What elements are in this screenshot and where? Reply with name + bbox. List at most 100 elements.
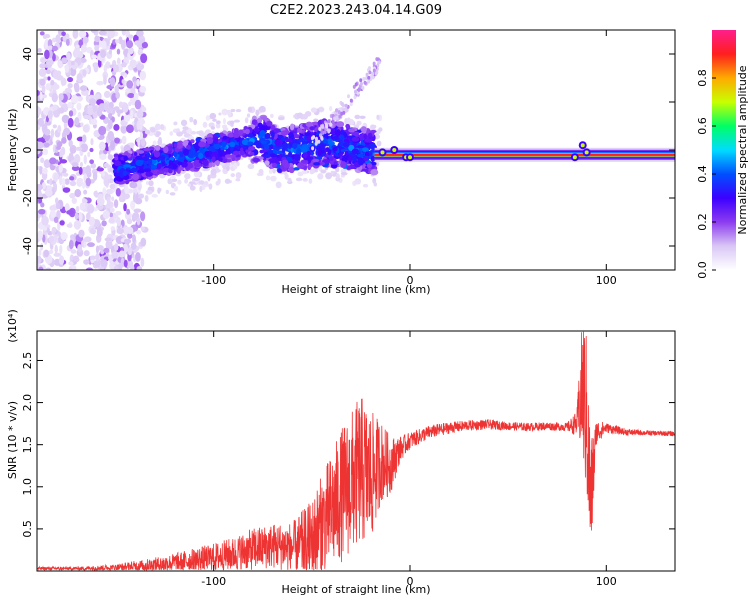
spectrogram-blob	[235, 172, 242, 179]
spectrogram-blob	[120, 124, 128, 134]
spectrogram-blob	[116, 227, 125, 235]
spectrogram-blob	[133, 208, 142, 213]
spectrogram-blob	[207, 162, 213, 168]
spectrogram-blob	[311, 146, 315, 151]
spectrogram-blob	[375, 134, 381, 139]
spectrogram-blob	[90, 227, 95, 234]
spectrogram-blob	[56, 141, 63, 148]
spectrogram-blob	[198, 130, 204, 136]
y-tick-label: -20	[21, 189, 34, 207]
snr-x-ticks: -100 0 100	[201, 331, 617, 588]
spectrogram-blob	[126, 80, 134, 89]
spectrogram-blob	[83, 154, 87, 165]
spectrogram-blob	[60, 232, 68, 241]
spectrogram-blob	[370, 169, 379, 176]
spectrogram-blob	[218, 112, 222, 116]
spectrogram-blob	[71, 60, 75, 66]
spectrogram-blob	[199, 185, 203, 193]
spectrogram-blob	[93, 62, 99, 73]
spectrogram-blob	[49, 205, 57, 212]
spectrogram-blob	[297, 144, 301, 149]
spectrogram-blob	[140, 226, 145, 231]
spectrogram-blob	[337, 110, 341, 115]
spectrogram-blob	[270, 131, 275, 139]
spectrogram-blob	[123, 259, 128, 268]
spectrogram-blob	[259, 130, 266, 137]
spectrogram-blob	[59, 159, 68, 164]
spectrogram-blob	[356, 144, 365, 149]
spectrogram-blob	[186, 163, 194, 169]
spectrogram-blob	[308, 178, 313, 184]
spectrogram-blob	[226, 165, 230, 172]
spectrogram-blob	[313, 162, 321, 166]
spectrogram-blob	[83, 114, 91, 120]
spectrogram-blob	[59, 175, 63, 186]
spectrogram-blob	[143, 160, 147, 166]
spectrogram-blob	[74, 212, 79, 221]
spectrogram-blob	[268, 168, 273, 175]
spectrogram-blob	[80, 44, 87, 53]
spectrogram-blob	[247, 163, 255, 170]
spectrogram-blob	[407, 155, 412, 160]
spectrogram-blob	[58, 93, 64, 101]
spectrogram-blob	[155, 131, 162, 136]
spectrogram-blob	[198, 180, 205, 185]
spectrogram-blob	[353, 89, 357, 94]
spectrogram-blob	[82, 198, 88, 204]
spectrogram-blob	[270, 124, 276, 131]
spectrogram-blob	[103, 176, 110, 187]
spectrogram-blob	[313, 118, 319, 122]
y-tick-label: 1.5	[21, 436, 34, 454]
spectrogram-blob	[327, 138, 332, 143]
spectrogram-blob	[340, 171, 348, 176]
spectrogram-blob	[90, 118, 98, 126]
spectrogram-blob	[126, 226, 134, 235]
spectrogram-blob	[285, 138, 290, 142]
spectrogram-blob	[286, 156, 293, 163]
spectrogram-blob	[61, 177, 66, 187]
spectrogram-blob	[100, 259, 108, 268]
spectrogram-blob	[239, 150, 245, 156]
spectrogram-blob	[69, 192, 76, 199]
spectrogram-blob	[75, 146, 83, 151]
spectrogram-blob	[53, 216, 59, 224]
spectrogram-blob	[347, 118, 355, 126]
spectrogram-blob	[362, 183, 369, 188]
spectrogram-blob	[133, 92, 139, 100]
spectrogram-blob	[150, 164, 158, 170]
spectrogram-blob	[55, 202, 61, 210]
spectrogram-blob	[108, 48, 112, 55]
spectrogram-blob	[48, 235, 55, 243]
spectrogram-blob	[113, 160, 122, 167]
spectrogram-blob	[374, 71, 378, 76]
spectrogram-blob	[43, 226, 48, 231]
spectrogram-blob	[171, 178, 178, 182]
spectrogram-blob	[221, 140, 227, 148]
spectrogram-blob	[359, 78, 363, 83]
spectrogram-blob	[87, 203, 95, 214]
spectrogram-blob	[365, 76, 369, 81]
spectrogram-blob	[280, 130, 289, 136]
spectrogram-blob	[327, 129, 331, 134]
snr-y-axis-label: SNR (10 * v/v)	[6, 401, 19, 479]
spectrogram-blob	[332, 146, 338, 152]
spectrogram-blob	[140, 137, 146, 147]
spectrogram-blob	[45, 83, 51, 91]
spectrogram-blob	[193, 118, 198, 126]
spectrogram-blob	[129, 59, 138, 69]
spectrogram-blob	[47, 45, 53, 51]
spectrogram-blob	[134, 99, 142, 110]
spectrogram-blob	[301, 147, 308, 154]
spectrogram-blob	[221, 108, 228, 116]
spectrogram-blob	[136, 265, 143, 270]
spectrogram-blob	[39, 31, 45, 36]
spectrogram-blob	[180, 119, 188, 127]
spectrogram-blob	[92, 171, 98, 181]
spectrogram-blob	[120, 39, 126, 50]
spectrogram-blob	[323, 129, 327, 134]
spectrogram-blob	[110, 140, 116, 151]
spectrogram-blob	[368, 70, 372, 75]
spectrogram-blob	[109, 183, 116, 190]
spectrogram-blob	[312, 158, 320, 163]
x-tick-label: 0	[406, 575, 413, 588]
